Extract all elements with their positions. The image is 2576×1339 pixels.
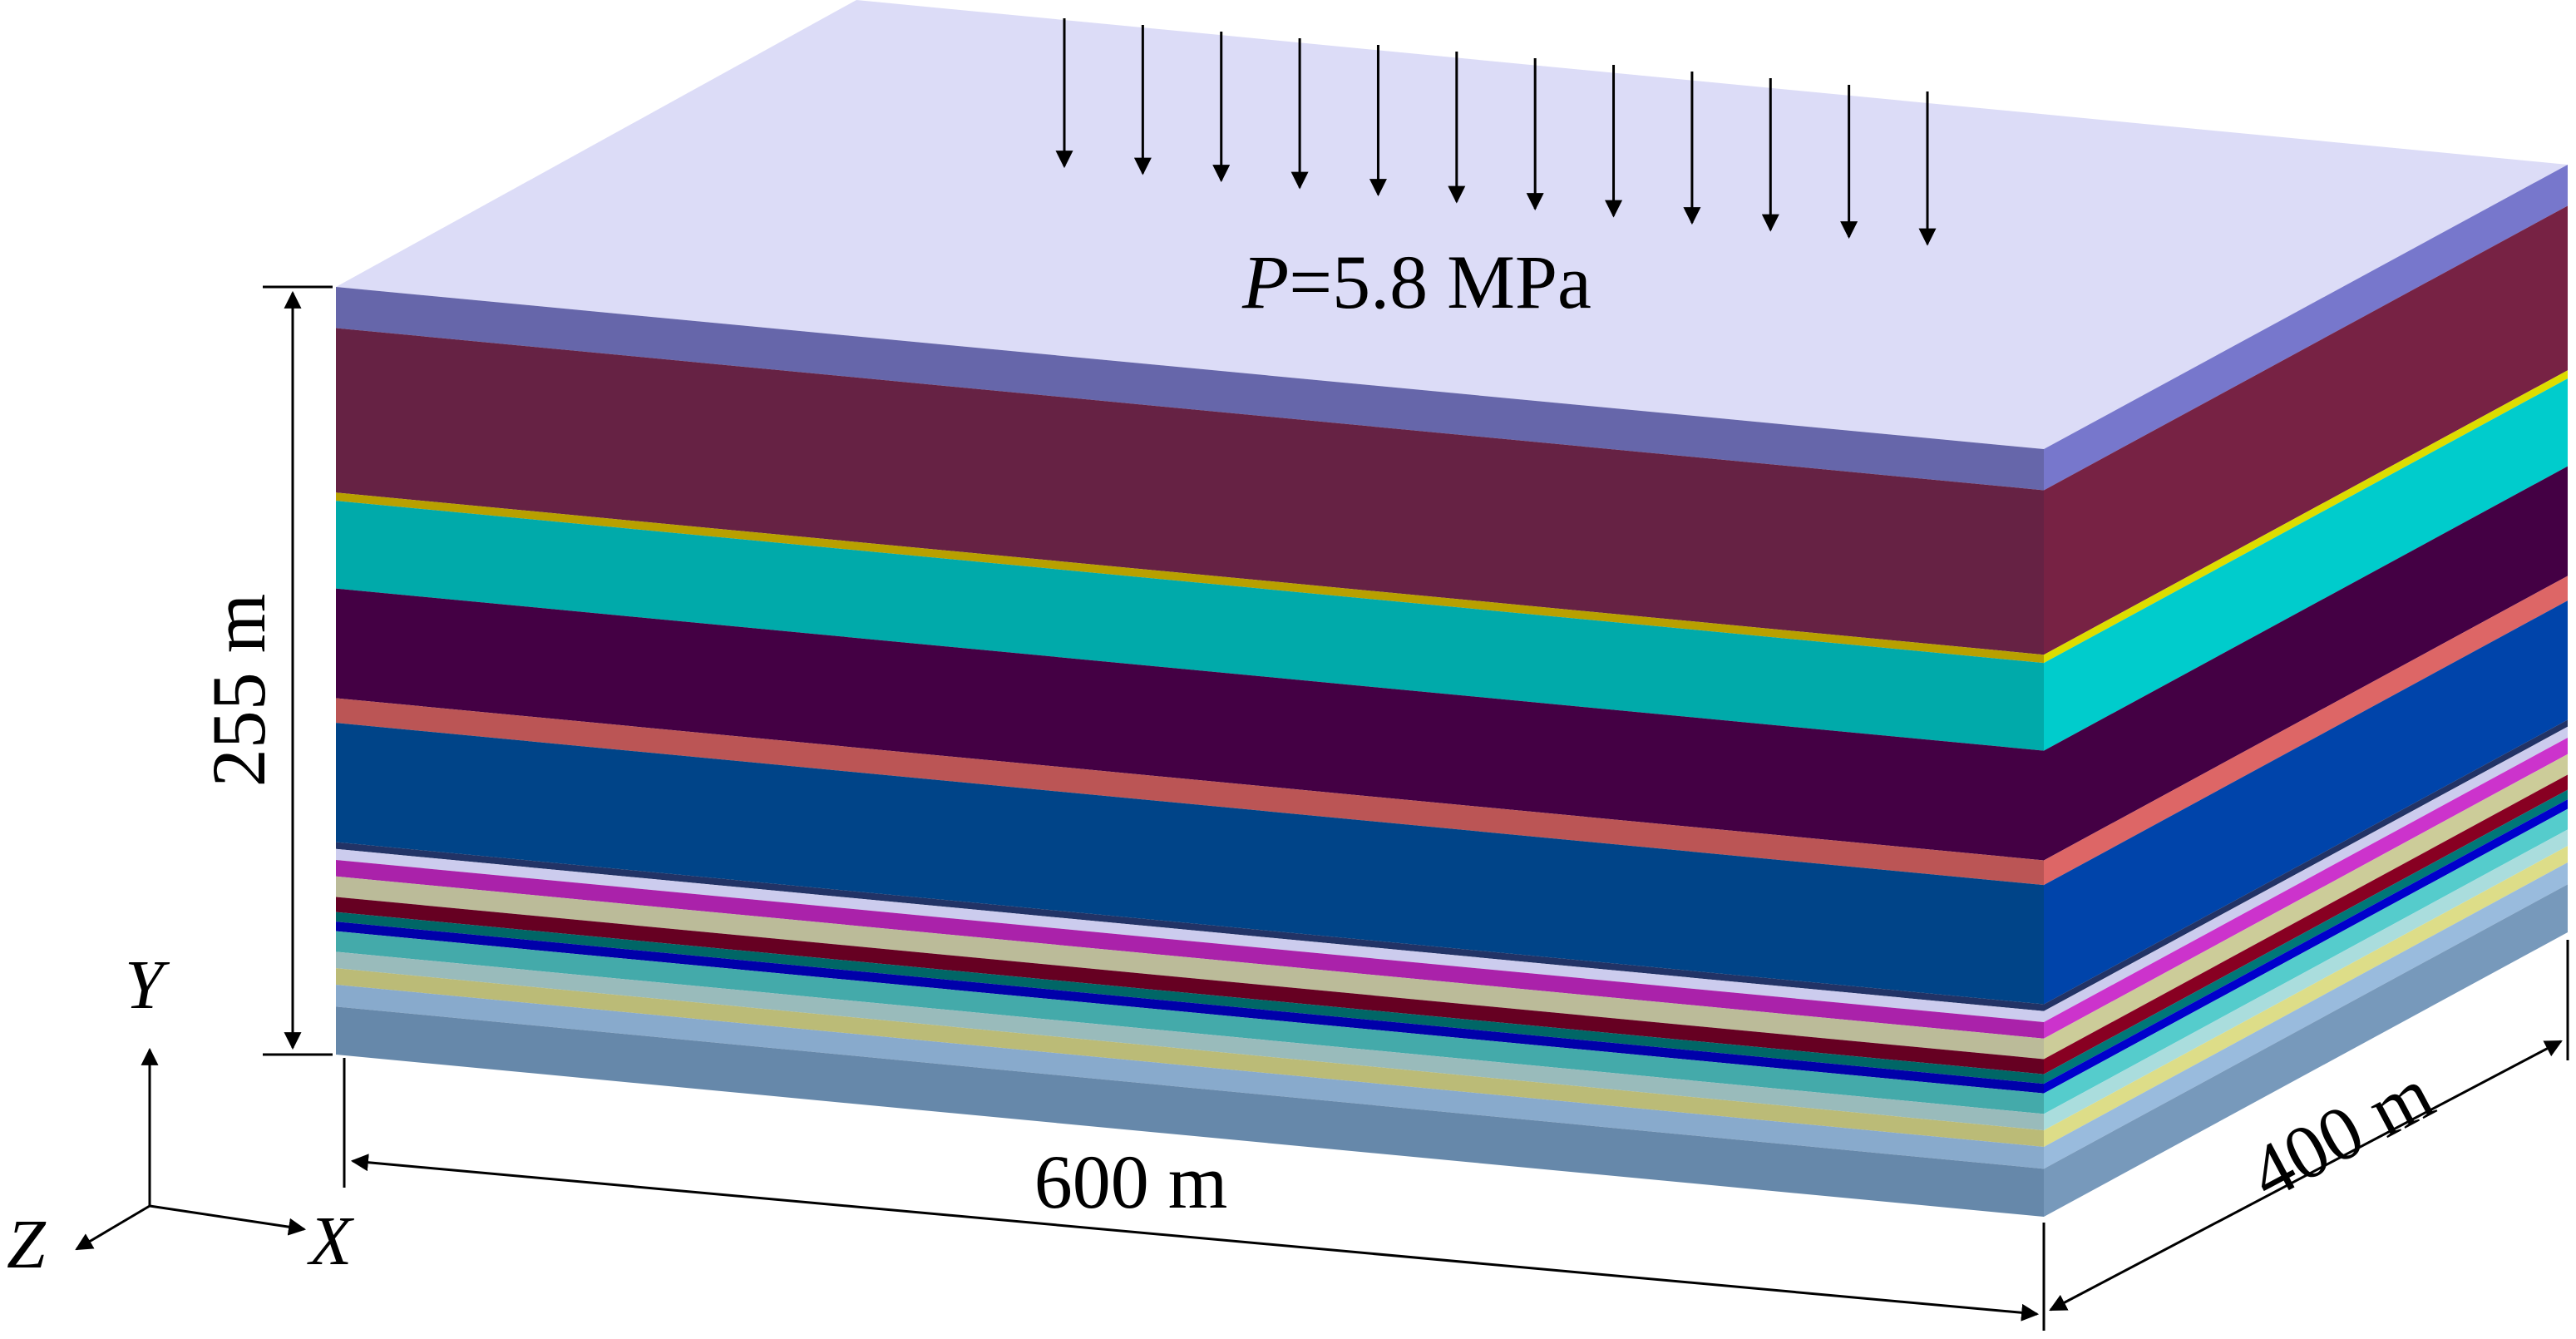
front-layer-17 [336,968,2044,1147]
side-layer-8 [2044,719,2568,1011]
coordinate-axes: Y X Z [7,946,355,1283]
side-layer-11 [2044,753,2568,1060]
z-axis-label: Z [7,1206,47,1283]
side-layer-4 [2044,378,2568,751]
length-dimension-label: 600 m [1034,1139,1228,1224]
side-layer-1 [2044,165,2568,491]
side-layer-6 [2044,576,2568,886]
front-layer-1 [336,287,2044,491]
height-dimension: 255 m [196,285,333,1056]
front-layer-3 [336,492,2044,664]
front-layer-15 [336,931,2044,1114]
front-layer-2 [336,328,2044,655]
side-layer-9 [2044,726,2568,1022]
front-face-layers [336,287,2044,1217]
height-dimension-label: 255 m [196,594,281,788]
side-layer-14 [2044,799,2568,1094]
front-layer-7 [336,723,2044,1005]
front-layer-13 [336,912,2044,1085]
load-symbol: P [1241,240,1289,324]
front-layer-8 [336,842,2044,1011]
side-layer-7 [2044,600,2568,1005]
front-layer-16 [336,951,2044,1131]
front-layer-12 [336,897,2044,1075]
front-layer-5 [336,588,2044,861]
front-layer-14 [336,921,2044,1094]
load-value: =5.8 MPa [1289,240,1591,324]
front-layer-6 [336,698,2044,886]
x-axis-label: X [307,1203,355,1280]
length-dimension: 600 m [343,1058,2046,1331]
model-top-surface [336,0,2568,449]
front-layer-10 [336,859,2044,1039]
side-layer-3 [2044,370,2568,664]
side-layer-10 [2044,737,2568,1039]
side-layer-13 [2044,789,2568,1085]
front-layer-11 [336,876,2044,1060]
front-layer-4 [336,501,2044,751]
side-layer-12 [2044,774,2568,1075]
load-label: P=5.8 MPa [1241,240,1591,324]
side-layer-5 [2044,466,2568,861]
side-layer-15 [2044,808,2568,1114]
side-layer-2 [2044,205,2568,655]
y-axis-label: Y [125,946,170,1024]
front-layer-9 [336,848,2044,1022]
front-layer-18 [336,984,2044,1169]
load-arrows [1055,18,1937,246]
